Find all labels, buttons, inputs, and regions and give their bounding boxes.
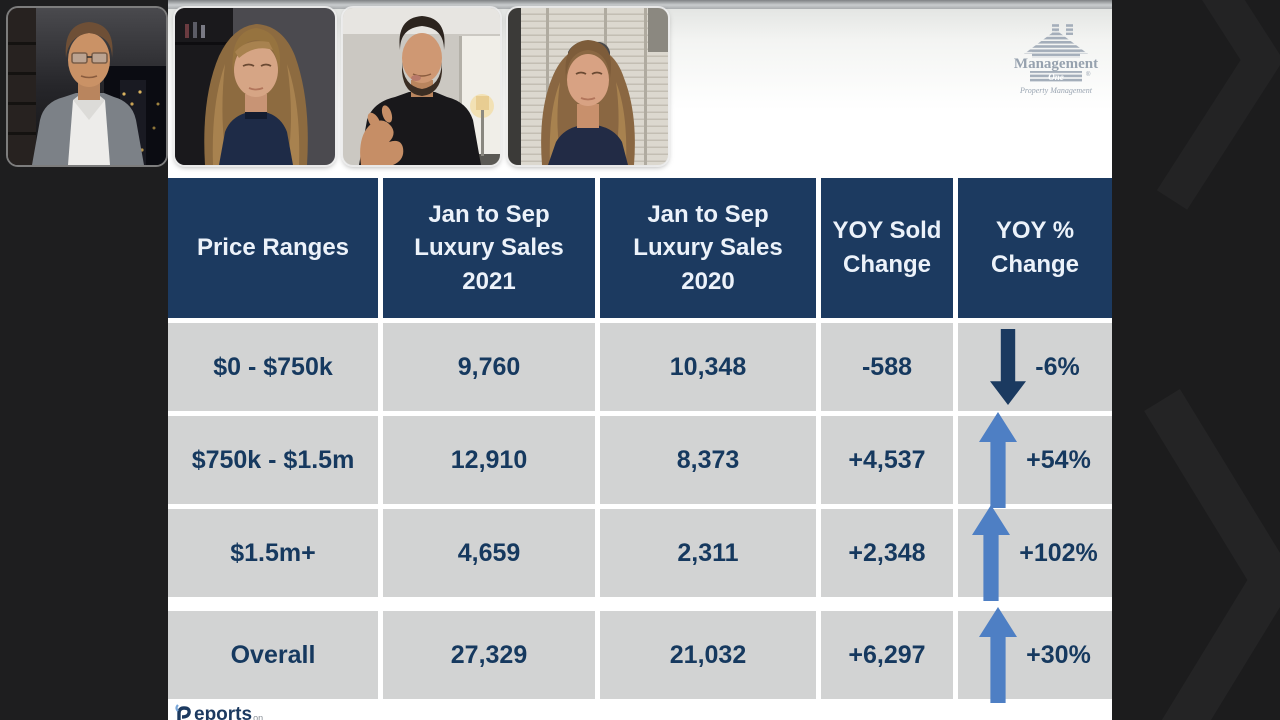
video-tile-participant-4[interactable] — [508, 8, 668, 165]
brand-tagline: Property Management — [1019, 86, 1093, 95]
cell-yoy-pct-change: +54% — [958, 412, 1112, 508]
trend-arrow-icon — [990, 329, 1027, 405]
cell-yoy-pct-change: -6% — [958, 323, 1112, 411]
video-tile-participant-2[interactable] — [175, 8, 335, 165]
header-sales-2020: Jan to Sep Luxury Sales 2020 — [600, 178, 816, 318]
reports-text: eports — [194, 704, 253, 720]
trend-arrow-icon — [979, 607, 1018, 703]
participant-1-video — [8, 8, 166, 165]
trend-arrow-icon — [979, 412, 1018, 508]
trend-arrow-icon — [972, 505, 1011, 601]
reports-suffix: on — [253, 713, 264, 720]
yoy-pct-value: +102% — [1019, 538, 1098, 567]
table-row-750k-1-5m: $750k - $1.5m 12,910 8,373 +4,537 +54% — [168, 412, 1112, 508]
header-sales-2021: Jan to Sep Luxury Sales 2021 — [383, 178, 595, 318]
cell-yoy-sold-change: -588 — [821, 323, 953, 411]
table-row-1-5m-plus: $1.5m+ 4,659 2,311 +2,348 +102% — [168, 505, 1112, 601]
cell-sales-2020: 10,348 — [600, 323, 816, 411]
table-row-0-750k: $0 - $750k 9,760 10,348 -588 -6% — [168, 323, 1112, 411]
table-header-row: Price Ranges Jan to Sep Luxury Sales 202… — [168, 178, 1112, 318]
header-yoy-pct: YOY % Change — [958, 178, 1112, 318]
yoy-pct-value: +30% — [1026, 640, 1091, 669]
right-letterbox — [1112, 0, 1280, 720]
cell-sales-2020: 21,032 — [600, 611, 816, 699]
cell-yoy-sold-change: +2,348 — [821, 509, 953, 597]
cell-price-range: $750k - $1.5m — [168, 416, 378, 504]
chevron-pattern — [1144, 0, 1280, 720]
participant-4-video — [508, 8, 668, 165]
cell-sales-2020: 2,311 — [600, 509, 816, 597]
cell-yoy-sold-change: +4,537 — [821, 416, 953, 504]
video-tile-participant-1[interactable] — [8, 8, 166, 165]
header-price-ranges: Price Ranges — [168, 178, 378, 318]
cell-yoy-sold-change: +6,297 — [821, 611, 953, 699]
cell-yoy-pct-change: +102% — [958, 505, 1112, 601]
cell-sales-2021: 27,329 — [383, 611, 595, 699]
yoy-pct-value: +54% — [1026, 445, 1091, 474]
cell-price-range: $1.5m+ — [168, 509, 378, 597]
cell-sales-2021: 4,659 — [383, 509, 595, 597]
table-row-overall: Overall 27,329 21,032 +6,297 +30% — [168, 607, 1112, 703]
reports-on-logo: eports on — [174, 704, 263, 720]
brand-registered: ® — [1086, 71, 1091, 78]
management-one-logo: Management One ® Property Management — [996, 20, 1116, 96]
participant-3-video — [343, 8, 500, 165]
header-yoy-sold: YOY Sold Change — [821, 178, 953, 318]
management-one-house-icon: Management One ® Property Management — [1014, 23, 1098, 95]
cell-sales-2020: 8,373 — [600, 416, 816, 504]
cell-price-range: Overall — [168, 611, 378, 699]
brand-line1: Management — [1014, 56, 1098, 72]
luxury-sales-table: Price Ranges Jan to Sep Luxury Sales 202… — [168, 178, 1112, 704]
cell-sales-2021: 12,910 — [383, 416, 595, 504]
reports-r-icon — [175, 704, 191, 720]
participant-2-video — [175, 8, 335, 165]
video-tile-participant-3[interactable] — [343, 8, 500, 165]
yoy-pct-value: -6% — [1035, 352, 1080, 381]
cell-yoy-pct-change: +30% — [958, 607, 1112, 703]
cell-sales-2021: 9,760 — [383, 323, 595, 411]
slide-top-bar — [168, 0, 1112, 9]
cell-price-range: $0 - $750k — [168, 323, 378, 411]
brand-line2: One — [1048, 72, 1064, 82]
